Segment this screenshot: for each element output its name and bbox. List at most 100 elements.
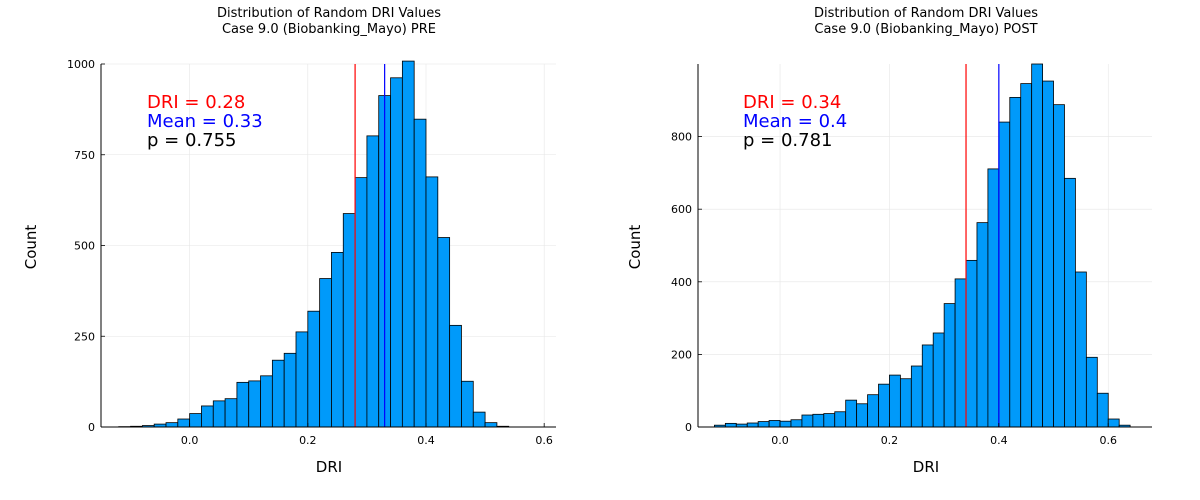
histogram-bar <box>1107 418 1120 428</box>
tick-labels: 0.0 0.2 0.4 0.6 0 250 500 750 1000 <box>67 58 553 447</box>
histogram-bar <box>271 359 285 428</box>
histogram-bar <box>484 422 498 428</box>
histogram-bar <box>354 177 368 428</box>
x-tick-label: 0.4 <box>417 434 435 447</box>
histogram-bar <box>998 121 1011 428</box>
y-tick-label: 200 <box>671 348 692 361</box>
histogram-bar <box>921 344 934 428</box>
histogram-bar <box>757 421 770 428</box>
reference-lines <box>354 64 386 427</box>
histogram-bar <box>867 394 879 428</box>
reference-lines <box>965 64 1000 427</box>
histogram-bar <box>856 403 868 428</box>
histogram-bar <box>177 418 191 428</box>
histogram-bar <box>878 383 890 428</box>
histogram-bar <box>779 420 792 428</box>
histogram-bar <box>212 400 226 428</box>
x-tick-label: 0.2 <box>299 434 317 447</box>
annotations: DRI = 0.34 Mean = 0.4 p = 0.781 <box>743 92 847 151</box>
annotation-p-value: p = 0.781 <box>743 130 832 151</box>
histogram-bar <box>224 398 238 428</box>
y-axis-label: Count <box>626 225 644 270</box>
histogram-bar <box>790 419 803 428</box>
histogram-bar <box>954 278 967 428</box>
x-tick-label: 0.2 <box>881 434 899 447</box>
x-axis-label: DRI <box>913 458 939 476</box>
histogram-bar <box>461 380 474 428</box>
histogram-bar <box>1031 63 1044 428</box>
x-tick-label: 0.6 <box>535 434 553 447</box>
histogram-bar <box>823 413 836 428</box>
histogram-bar <box>390 77 403 428</box>
y-tick-label: 500 <box>74 240 95 253</box>
y-tick-label: 1000 <box>67 58 95 71</box>
x-axis-label: DRI <box>316 458 342 476</box>
axes <box>100 63 556 428</box>
annotation-mean: Mean = 0.4 <box>743 111 847 132</box>
histogram-bar <box>1009 96 1022 428</box>
histogram-bar <box>768 420 781 428</box>
histogram-bar <box>1020 83 1033 428</box>
annotation-dri: DRI = 0.34 <box>743 92 841 113</box>
histogram-bar <box>472 411 486 428</box>
chart-title: Distribution of Random DRI Values <box>217 6 441 21</box>
y-tick-label: 800 <box>671 131 692 144</box>
y-tick-label: 0 <box>88 421 95 434</box>
x-tick-label: 0.0 <box>181 434 199 447</box>
y-axis-label: Count <box>22 225 40 270</box>
histogram-bar <box>889 374 901 428</box>
chart-panel-post: Distribution of Random DRI Values Case 9… <box>626 6 1152 476</box>
y-tick-label: 0 <box>685 421 692 434</box>
histogram-bar <box>1085 356 1098 428</box>
annotation-mean: Mean = 0.33 <box>147 111 263 132</box>
histogram-bar <box>366 135 380 428</box>
histogram-bar <box>449 324 462 428</box>
histogram-bar <box>248 380 261 428</box>
histogram-bar <box>201 405 214 428</box>
tick-labels: 0.0 0.2 0.4 0.6 0 200 400 600 800 <box>671 131 1117 447</box>
histogram-bar <box>943 303 956 428</box>
histogram-bar <box>724 422 737 428</box>
histogram-bar <box>1042 80 1054 428</box>
histogram-bar <box>910 365 923 428</box>
histogram-bar <box>165 422 179 428</box>
chart-panel-pre: Distribution of Random DRI Values Case 9… <box>22 6 556 476</box>
histogram-bar <box>1064 177 1076 428</box>
histogram-bar <box>189 413 202 428</box>
histogram-bar <box>342 213 356 428</box>
histogram-bar <box>437 237 451 428</box>
histogram-bar <box>295 331 309 428</box>
histogram-bar <box>845 399 858 428</box>
histogram-bar <box>425 176 439 428</box>
chart-subtitle: Case 9.0 (Biobanking_Mayo) PRE <box>222 22 436 37</box>
histogram-bar <box>307 310 321 428</box>
annotation-dri: DRI = 0.28 <box>147 92 245 113</box>
histogram-bar <box>401 60 415 428</box>
histogram-bar <box>319 278 332 428</box>
annotations: DRI = 0.28 Mean = 0.33 p = 0.755 <box>147 92 263 151</box>
x-tick-label: 0.4 <box>990 434 1008 447</box>
histogram-bar <box>976 222 989 428</box>
histogram-bar <box>283 352 297 428</box>
axes <box>697 64 1152 428</box>
histogram-bar <box>746 422 759 428</box>
histogram-bar <box>331 251 344 428</box>
y-tick-label: 250 <box>74 330 95 343</box>
x-tick-label: 0.0 <box>771 434 789 447</box>
histogram-bar <box>1075 271 1087 428</box>
chart-subtitle: Case 9.0 (Biobanking_Mayo) POST <box>814 22 1037 37</box>
histogram-bar <box>812 413 825 428</box>
histogram-bar <box>965 259 978 428</box>
histogram-bar <box>260 375 273 428</box>
y-tick-label: 750 <box>74 149 95 162</box>
histogram-bar <box>834 411 847 428</box>
histogram-bar <box>1053 104 1065 428</box>
histogram-bar <box>801 414 814 428</box>
annotation-p-value: p = 0.755 <box>147 130 236 151</box>
histogram-bar <box>413 118 427 428</box>
y-tick-label: 600 <box>671 203 692 216</box>
histogram-bar <box>236 381 250 428</box>
x-tick-label: 0.6 <box>1099 434 1117 447</box>
histogram-bar <box>987 168 1000 428</box>
